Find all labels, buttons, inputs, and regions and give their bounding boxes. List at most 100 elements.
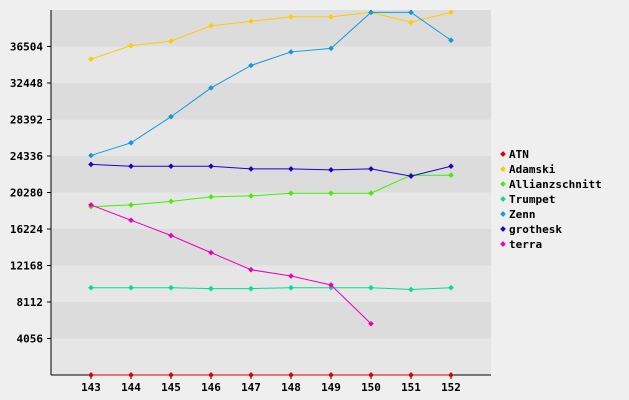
grid-band	[51, 156, 491, 193]
x-tick-label: 145	[161, 381, 181, 394]
grid-band	[51, 83, 491, 120]
y-tick-label: 4056	[17, 333, 44, 346]
grid-band	[51, 119, 491, 156]
data-point	[328, 282, 334, 288]
data-point	[128, 284, 134, 291]
legend-marker	[500, 226, 506, 232]
data-point	[88, 372, 94, 378]
legend-label: Adamski	[509, 163, 556, 176]
data-point	[448, 163, 454, 170]
legend-item: ATN	[500, 148, 529, 161]
data-point	[328, 190, 334, 197]
data-point	[128, 217, 134, 224]
y-tick-label: 28392	[10, 114, 43, 127]
legend-marker	[500, 241, 506, 247]
x-tick-label: 144	[121, 381, 141, 394]
data-point	[368, 320, 374, 327]
series-line	[90, 11, 452, 60]
x-tick-label: 147	[241, 381, 261, 394]
legend-label: Allianzschnitt	[509, 178, 602, 191]
data-point	[328, 372, 334, 378]
series-line	[90, 11, 452, 156]
data-point	[248, 285, 254, 292]
data-point	[208, 372, 214, 378]
grid-band	[51, 302, 491, 339]
grid-band	[51, 46, 491, 83]
grid-bands	[51, 10, 491, 375]
legend-label: grothesk	[509, 223, 562, 236]
data-point	[208, 285, 214, 292]
data-point	[128, 202, 134, 208]
data-point	[128, 372, 134, 378]
series-layer	[88, 9, 454, 378]
grid-band	[51, 229, 491, 266]
x-tick-label: 149	[321, 381, 341, 394]
y-tick-label: 20280	[10, 187, 43, 200]
y-tick-label: 24336	[10, 150, 43, 163]
data-point	[368, 284, 374, 291]
data-point	[208, 249, 214, 256]
data-point	[368, 190, 374, 197]
data-point	[168, 113, 174, 120]
data-point	[408, 372, 414, 378]
legend-marker	[500, 211, 506, 217]
data-point	[88, 202, 94, 208]
legend-item: Trumpet	[500, 193, 555, 206]
data-point	[368, 166, 374, 172]
data-point	[248, 266, 254, 273]
data-point	[408, 19, 414, 26]
data-point	[288, 273, 294, 279]
y-tick-label: 36504	[10, 41, 43, 54]
data-point	[88, 152, 94, 159]
data-point	[168, 232, 174, 239]
y-tick-label: 32448	[10, 77, 43, 90]
data-point	[168, 163, 174, 170]
x-tick-label: 150	[361, 381, 381, 394]
y-tick-label: 12168	[10, 260, 43, 273]
data-point	[288, 190, 294, 197]
legend-label: ATN	[509, 148, 529, 161]
data-point	[328, 166, 334, 173]
series-line	[90, 163, 452, 177]
grid-band	[51, 192, 491, 229]
series-grothesk	[88, 161, 454, 179]
series-line	[90, 174, 451, 208]
data-point	[448, 284, 454, 291]
data-point	[248, 62, 254, 69]
data-point	[368, 372, 374, 378]
grid-band	[51, 10, 491, 47]
legend-label: Zenn	[509, 208, 536, 221]
data-point	[208, 193, 214, 200]
legend-marker	[500, 196, 506, 202]
x-tick-label: 151	[401, 381, 421, 394]
x-axis-ticks: 143 144 145 146 147 148 149 150 151 152	[81, 375, 461, 394]
legend-item: grothesk	[500, 223, 562, 236]
data-point	[448, 172, 454, 179]
legend-item: terra	[500, 238, 542, 251]
data-point	[248, 18, 254, 25]
data-point	[248, 372, 254, 378]
series-allianzschnitt	[88, 172, 454, 210]
y-tick-label: 16224	[10, 223, 43, 236]
y-axis-ticks: 4056 8112 12168 16224 20280 24336 28392 32448 36…	[10, 41, 51, 346]
x-tick-label: 152	[441, 381, 461, 394]
legend-marker	[500, 181, 506, 187]
data-point	[208, 163, 214, 170]
legend-label: Trumpet	[509, 193, 555, 206]
legend: ATN Adamski Allianzschnitt Trumpet Zenn groth…	[500, 148, 602, 251]
series-line	[90, 204, 372, 325]
series-zenn	[88, 9, 454, 159]
grid-band	[51, 338, 491, 375]
data-point	[168, 198, 174, 205]
series-line	[91, 287, 452, 291]
series-atn	[88, 372, 454, 378]
x-tick-label: 148	[281, 381, 301, 394]
legend-item: Zenn	[500, 208, 536, 221]
data-point	[408, 173, 414, 179]
data-point	[448, 372, 454, 378]
series-trumpet	[88, 284, 454, 293]
legend-item: Allianzschnitt	[500, 178, 602, 191]
data-point	[288, 284, 294, 291]
